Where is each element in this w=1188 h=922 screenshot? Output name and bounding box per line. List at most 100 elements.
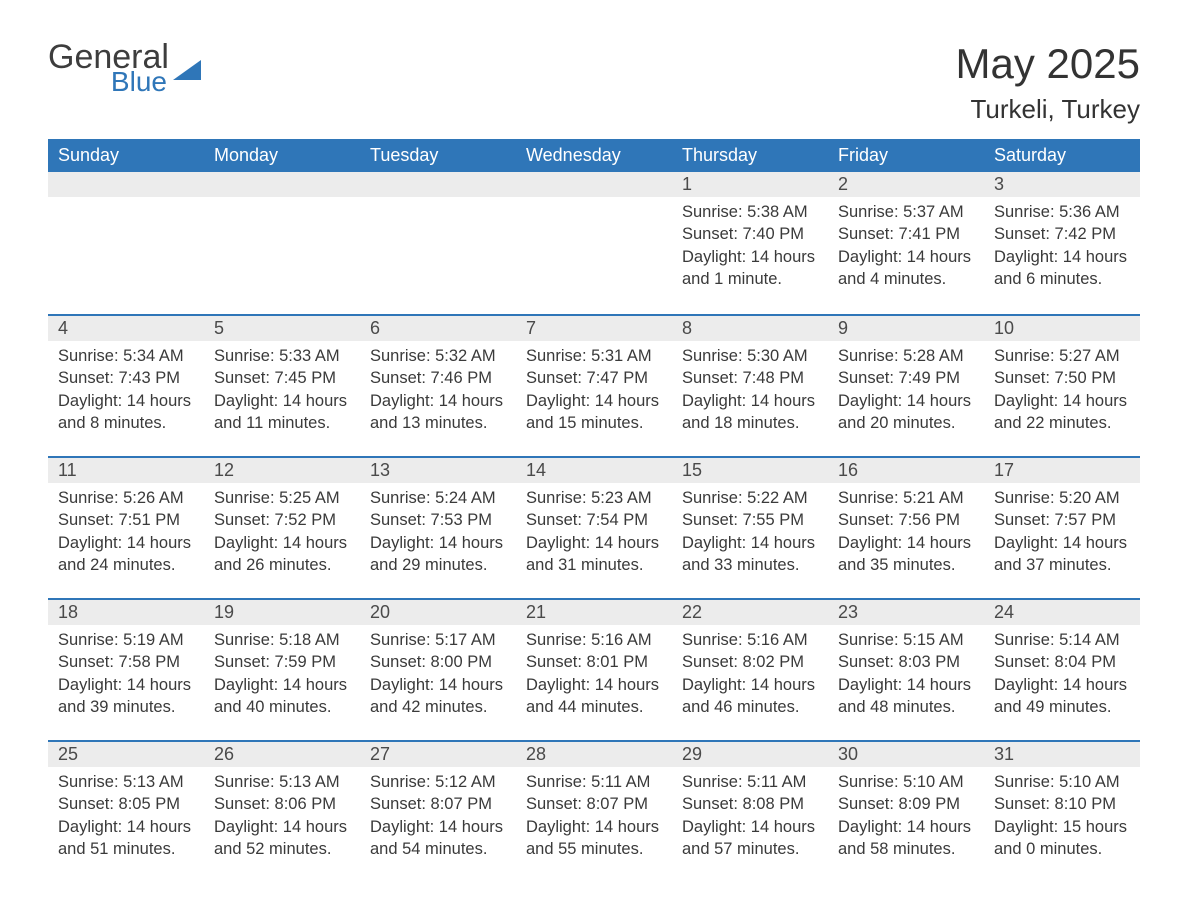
daylight-line: Daylight: 14 hours and 48 minutes. [838, 674, 974, 719]
day-details: Sunrise: 5:21 AMSunset: 7:56 PMDaylight:… [828, 483, 984, 586]
calendar-day: 25Sunrise: 5:13 AMSunset: 8:05 PMDayligh… [48, 742, 204, 882]
day-number: 18 [48, 600, 204, 625]
sunset-line: Sunset: 7:43 PM [58, 367, 194, 389]
day-details: Sunrise: 5:33 AMSunset: 7:45 PMDaylight:… [204, 341, 360, 444]
calendar-day: 24Sunrise: 5:14 AMSunset: 8:04 PMDayligh… [984, 600, 1140, 740]
calendar-week: 11Sunrise: 5:26 AMSunset: 7:51 PMDayligh… [48, 456, 1140, 598]
day-number: 2 [828, 172, 984, 197]
sunset-line: Sunset: 8:01 PM [526, 651, 662, 673]
day-details: Sunrise: 5:22 AMSunset: 7:55 PMDaylight:… [672, 483, 828, 586]
day-number: 6 [360, 316, 516, 341]
day-number: 15 [672, 458, 828, 483]
calendar-day: 9Sunrise: 5:28 AMSunset: 7:49 PMDaylight… [828, 316, 984, 456]
sunrise-line: Sunrise: 5:12 AM [370, 771, 506, 793]
sunset-line: Sunset: 7:58 PM [58, 651, 194, 673]
header-bar: General Blue May 2025 Turkeli, Turkey [48, 40, 1140, 125]
day-details: Sunrise: 5:10 AMSunset: 8:10 PMDaylight:… [984, 767, 1140, 870]
sunset-line: Sunset: 8:08 PM [682, 793, 818, 815]
brand-triangle-icon [173, 60, 201, 80]
weekday-header: Monday [204, 139, 360, 172]
daylight-line: Daylight: 14 hours and 55 minutes. [526, 816, 662, 861]
weekday-header: Friday [828, 139, 984, 172]
sunset-line: Sunset: 7:57 PM [994, 509, 1130, 531]
sunrise-line: Sunrise: 5:16 AM [682, 629, 818, 651]
day-details: Sunrise: 5:11 AMSunset: 8:07 PMDaylight:… [516, 767, 672, 870]
day-number: 28 [516, 742, 672, 767]
daylight-line: Daylight: 14 hours and 37 minutes. [994, 532, 1130, 577]
sunrise-line: Sunrise: 5:31 AM [526, 345, 662, 367]
day-number: 26 [204, 742, 360, 767]
daylight-line: Daylight: 14 hours and 51 minutes. [58, 816, 194, 861]
sunset-line: Sunset: 7:49 PM [838, 367, 974, 389]
sunset-line: Sunset: 7:53 PM [370, 509, 506, 531]
sunrise-line: Sunrise: 5:36 AM [994, 201, 1130, 223]
sunrise-line: Sunrise: 5:11 AM [682, 771, 818, 793]
calendar-week: 25Sunrise: 5:13 AMSunset: 8:05 PMDayligh… [48, 740, 1140, 882]
daylight-line: Daylight: 14 hours and 52 minutes. [214, 816, 350, 861]
sunrise-line: Sunrise: 5:11 AM [526, 771, 662, 793]
sunset-line: Sunset: 7:45 PM [214, 367, 350, 389]
daylight-line: Daylight: 14 hours and 13 minutes. [370, 390, 506, 435]
calendar-day: 11Sunrise: 5:26 AMSunset: 7:51 PMDayligh… [48, 458, 204, 598]
sunrise-line: Sunrise: 5:16 AM [526, 629, 662, 651]
day-details: Sunrise: 5:14 AMSunset: 8:04 PMDaylight:… [984, 625, 1140, 728]
day-number: . [204, 172, 360, 197]
day-details: Sunrise: 5:18 AMSunset: 7:59 PMDaylight:… [204, 625, 360, 728]
day-number: 17 [984, 458, 1140, 483]
day-details: Sunrise: 5:30 AMSunset: 7:48 PMDaylight:… [672, 341, 828, 444]
weekday-header: Wednesday [516, 139, 672, 172]
sunrise-line: Sunrise: 5:18 AM [214, 629, 350, 651]
day-details: Sunrise: 5:10 AMSunset: 8:09 PMDaylight:… [828, 767, 984, 870]
daylight-line: Daylight: 14 hours and 6 minutes. [994, 246, 1130, 291]
calendar-day: 10Sunrise: 5:27 AMSunset: 7:50 PMDayligh… [984, 316, 1140, 456]
day-details: Sunrise: 5:32 AMSunset: 7:46 PMDaylight:… [360, 341, 516, 444]
calendar-day: 15Sunrise: 5:22 AMSunset: 7:55 PMDayligh… [672, 458, 828, 598]
calendar-day: 31Sunrise: 5:10 AMSunset: 8:10 PMDayligh… [984, 742, 1140, 882]
daylight-line: Daylight: 14 hours and 4 minutes. [838, 246, 974, 291]
day-number: 24 [984, 600, 1140, 625]
day-details: Sunrise: 5:13 AMSunset: 8:05 PMDaylight:… [48, 767, 204, 870]
sunrise-line: Sunrise: 5:38 AM [682, 201, 818, 223]
day-number: 4 [48, 316, 204, 341]
day-number: 27 [360, 742, 516, 767]
calendar-day: 22Sunrise: 5:16 AMSunset: 8:02 PMDayligh… [672, 600, 828, 740]
day-number: 31 [984, 742, 1140, 767]
day-number: 11 [48, 458, 204, 483]
day-number: 21 [516, 600, 672, 625]
sunrise-line: Sunrise: 5:37 AM [838, 201, 974, 223]
daylight-line: Daylight: 14 hours and 29 minutes. [370, 532, 506, 577]
daylight-line: Daylight: 14 hours and 22 minutes. [994, 390, 1130, 435]
sunrise-line: Sunrise: 5:32 AM [370, 345, 506, 367]
sunrise-line: Sunrise: 5:10 AM [994, 771, 1130, 793]
daylight-line: Daylight: 15 hours and 0 minutes. [994, 816, 1130, 861]
day-number: 25 [48, 742, 204, 767]
calendar-day: 30Sunrise: 5:10 AMSunset: 8:09 PMDayligh… [828, 742, 984, 882]
day-details: Sunrise: 5:28 AMSunset: 7:49 PMDaylight:… [828, 341, 984, 444]
day-number: . [48, 172, 204, 197]
day-details: Sunrise: 5:11 AMSunset: 8:08 PMDaylight:… [672, 767, 828, 870]
daylight-line: Daylight: 14 hours and 49 minutes. [994, 674, 1130, 719]
calendar-day: 6Sunrise: 5:32 AMSunset: 7:46 PMDaylight… [360, 316, 516, 456]
sunrise-line: Sunrise: 5:22 AM [682, 487, 818, 509]
calendar-day: 14Sunrise: 5:23 AMSunset: 7:54 PMDayligh… [516, 458, 672, 598]
day-number: 8 [672, 316, 828, 341]
day-number: 3 [984, 172, 1140, 197]
daylight-line: Daylight: 14 hours and 58 minutes. [838, 816, 974, 861]
calendar-day: 16Sunrise: 5:21 AMSunset: 7:56 PMDayligh… [828, 458, 984, 598]
sunset-line: Sunset: 7:56 PM [838, 509, 974, 531]
day-details: Sunrise: 5:23 AMSunset: 7:54 PMDaylight:… [516, 483, 672, 586]
sunrise-line: Sunrise: 5:13 AM [58, 771, 194, 793]
calendar-day: 7Sunrise: 5:31 AMSunset: 7:47 PMDaylight… [516, 316, 672, 456]
day-number: 12 [204, 458, 360, 483]
weekday-header: Sunday [48, 139, 204, 172]
calendar-day: 13Sunrise: 5:24 AMSunset: 7:53 PMDayligh… [360, 458, 516, 598]
location-label: Turkeli, Turkey [956, 94, 1140, 125]
sunset-line: Sunset: 8:02 PM [682, 651, 818, 673]
sunset-line: Sunset: 7:42 PM [994, 223, 1130, 245]
sunset-line: Sunset: 7:40 PM [682, 223, 818, 245]
sunset-line: Sunset: 7:52 PM [214, 509, 350, 531]
calendar-week: 18Sunrise: 5:19 AMSunset: 7:58 PMDayligh… [48, 598, 1140, 740]
sunset-line: Sunset: 8:07 PM [526, 793, 662, 815]
day-number: 13 [360, 458, 516, 483]
calendar-day: . [48, 172, 204, 314]
